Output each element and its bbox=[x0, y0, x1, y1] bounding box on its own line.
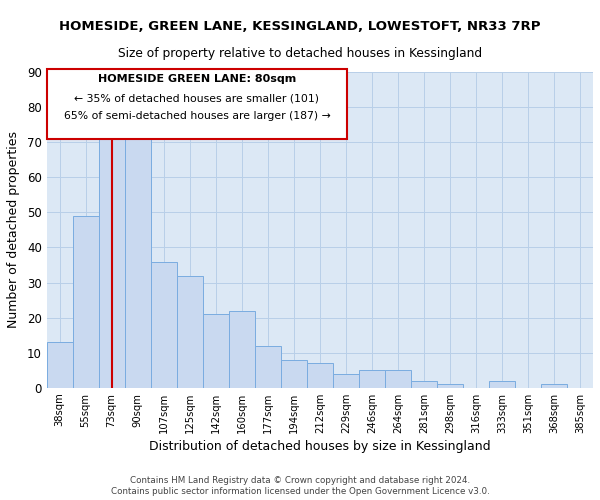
Bar bbox=[98, 128, 125, 388]
Bar bbox=[203, 314, 229, 388]
Text: Size of property relative to detached houses in Kessingland: Size of property relative to detached ho… bbox=[118, 48, 482, 60]
Bar bbox=[489, 381, 515, 388]
Bar bbox=[229, 310, 255, 388]
Text: Contains public sector information licensed under the Open Government Licence v3: Contains public sector information licen… bbox=[110, 487, 490, 496]
Text: ← 35% of detached houses are smaller (101): ← 35% of detached houses are smaller (10… bbox=[74, 94, 319, 104]
Text: HOMESIDE GREEN LANE: 80sqm: HOMESIDE GREEN LANE: 80sqm bbox=[98, 74, 296, 85]
Bar bbox=[437, 384, 463, 388]
Bar bbox=[255, 346, 281, 388]
Bar bbox=[151, 262, 177, 388]
Bar bbox=[47, 342, 73, 388]
Text: 65% of semi-detached houses are larger (187) →: 65% of semi-detached houses are larger (… bbox=[64, 111, 330, 121]
Bar bbox=[385, 370, 411, 388]
Bar bbox=[125, 128, 151, 388]
Bar bbox=[333, 374, 359, 388]
Bar bbox=[411, 381, 437, 388]
Text: HOMESIDE, GREEN LANE, KESSINGLAND, LOWESTOFT, NR33 7RP: HOMESIDE, GREEN LANE, KESSINGLAND, LOWES… bbox=[59, 20, 541, 33]
Bar bbox=[73, 216, 98, 388]
Bar bbox=[177, 276, 203, 388]
Bar bbox=[307, 364, 333, 388]
Y-axis label: Number of detached properties: Number of detached properties bbox=[7, 132, 20, 328]
X-axis label: Distribution of detached houses by size in Kessingland: Distribution of detached houses by size … bbox=[149, 440, 491, 453]
Text: Contains HM Land Registry data © Crown copyright and database right 2024.: Contains HM Land Registry data © Crown c… bbox=[130, 476, 470, 485]
Bar bbox=[541, 384, 567, 388]
Bar bbox=[281, 360, 307, 388]
Bar bbox=[359, 370, 385, 388]
